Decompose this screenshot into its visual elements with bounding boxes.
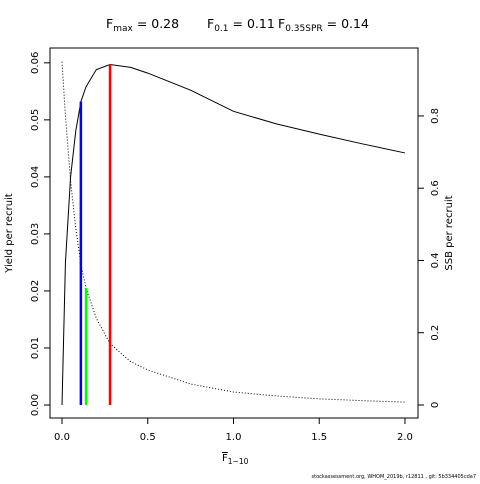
title-part: F0.35SPR = 0.14 bbox=[278, 16, 369, 34]
title-part: Fmax = 0.28 bbox=[106, 16, 179, 34]
title-subscript: 0.1 bbox=[214, 24, 228, 34]
plot-frame bbox=[49, 47, 419, 419]
y2-axis-label: SSB per recruit bbox=[444, 195, 455, 270]
title-part: F0.1 = 0.11 bbox=[207, 16, 275, 34]
y2-tick-label: 0.8 bbox=[430, 108, 441, 124]
x-label-symbol: F bbox=[222, 453, 228, 464]
x-tick-label: 1.5 bbox=[311, 432, 327, 443]
y-tick-label: 0.00 bbox=[30, 394, 41, 416]
y-tick-label: 0.05 bbox=[30, 109, 41, 131]
yield-line bbox=[61, 64, 406, 406]
y2-tick-label: 0.6 bbox=[430, 180, 441, 196]
title-symbol: F bbox=[106, 16, 113, 31]
y2-tick-label: 0.4 bbox=[430, 253, 441, 269]
ssb-line bbox=[61, 61, 405, 403]
x-tick-label: 1.0 bbox=[226, 432, 242, 443]
y-axis-label: Yield per recruit bbox=[4, 193, 15, 274]
title-value: = 0.14 bbox=[327, 16, 369, 31]
x-tick-label: 2.0 bbox=[397, 432, 413, 443]
title-symbol: F bbox=[278, 16, 285, 31]
y-tick-label: 0.02 bbox=[30, 280, 41, 302]
y-tick-label: 0.04 bbox=[30, 166, 41, 188]
x-axis-label: F1−10 bbox=[222, 453, 249, 466]
title-subscript: 0.35SPR bbox=[285, 24, 322, 34]
title-subscript: max bbox=[113, 24, 133, 34]
y-tick-label: 0.01 bbox=[30, 337, 41, 359]
y2-tick-label: 0 bbox=[430, 402, 441, 408]
title-symbol: F bbox=[207, 16, 214, 31]
title-value: = 0.28 bbox=[137, 16, 179, 31]
x-tick-label: 0.5 bbox=[140, 432, 156, 443]
y2-tick-label: 0.2 bbox=[430, 325, 441, 341]
footer: stockassessment.org, WHOM_2019b, r12811 … bbox=[312, 474, 476, 480]
title-value: = 0.11 bbox=[233, 16, 275, 31]
x-tick-label: 0.0 bbox=[54, 432, 70, 443]
x-label-subscript: 1−10 bbox=[228, 457, 249, 466]
y-tick-label: 0.06 bbox=[30, 52, 41, 74]
y-tick-label: 0.03 bbox=[30, 223, 41, 245]
